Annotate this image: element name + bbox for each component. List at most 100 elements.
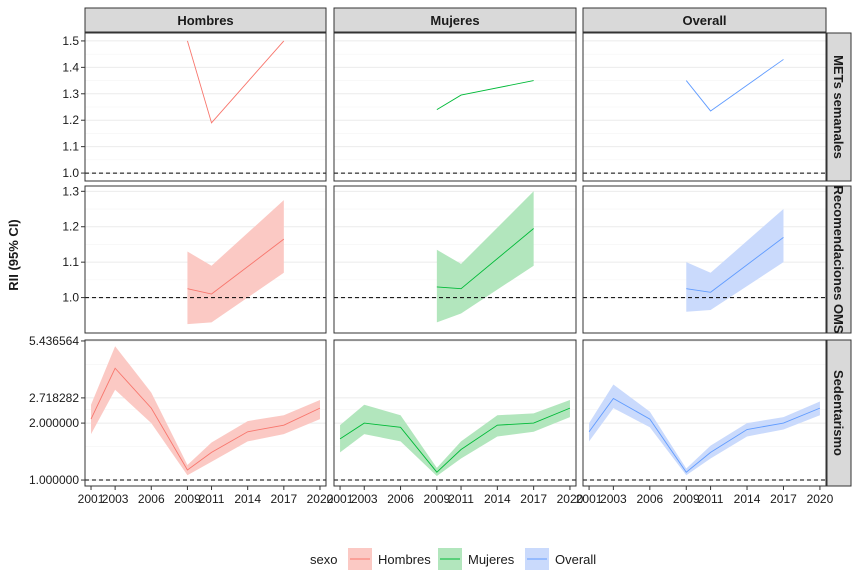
x-tick-label: 2006 [387, 492, 414, 506]
series-line [90, 367, 321, 471]
legend-label-hombres: Hombres [378, 552, 431, 567]
panels: Hombres Mujeres Overall METs semanales 1.0 1.… [29, 7, 852, 506]
y-tick-label: 2.000000 [29, 416, 79, 430]
row-strip-label: Sedentarismo [831, 370, 846, 456]
panel-border [333, 185, 577, 334]
series-hombres [186, 40, 285, 124]
series-mujeres [436, 80, 534, 111]
series-line [588, 397, 821, 473]
series-mujeres [436, 191, 534, 323]
x-tick-label: 2003 [351, 492, 378, 506]
y-tick-label: 1.1 [62, 255, 79, 269]
y-tick-label: 1.000000 [29, 473, 79, 487]
x-tick-label: 2011 [448, 492, 474, 506]
y-tick-label: 1.5 [62, 34, 79, 48]
ci-ribbon [187, 200, 284, 325]
panel-hombres [84, 185, 327, 334]
x-tick-label: 2017 [520, 492, 547, 506]
y-tick-label: 1.2 [62, 220, 79, 234]
x-tick-label: 2001 [327, 492, 354, 506]
x-tick-label: 2017 [770, 492, 797, 506]
panel-border [333, 339, 577, 487]
panel-border [84, 32, 327, 182]
series-overall [588, 384, 821, 476]
panel-background [583, 340, 826, 486]
series-line [186, 40, 285, 124]
x-tick-label: 2009 [174, 492, 201, 506]
panel-hombres [84, 32, 327, 182]
panel-border [84, 339, 327, 487]
x-tick-label: 2020 [807, 492, 834, 506]
x-tick-label: 2020 [307, 492, 334, 506]
panel-border [582, 32, 827, 182]
panel-hombres [84, 339, 327, 487]
ci-ribbon [340, 399, 570, 477]
legend-label-mujeres: Mujeres [468, 552, 515, 567]
row-strip [826, 339, 852, 487]
strip-mujeres [333, 7, 577, 33]
panel-mujeres [333, 32, 577, 182]
panel-mujeres [333, 339, 577, 487]
row-strip [826, 185, 852, 334]
y-tick-label: 1.4 [62, 60, 79, 74]
panel-background [583, 186, 826, 333]
row-strip-label: METs semanales [831, 55, 846, 159]
x-tick-label: 2001 [576, 492, 603, 506]
y-tick-label: 1.0 [62, 166, 79, 180]
panel-mujeres [333, 185, 577, 334]
y-tick-label: 1.2 [62, 113, 79, 127]
x-tick-label: 2006 [636, 492, 663, 506]
x-tick-label: 2011 [199, 492, 225, 506]
row-strip [826, 32, 852, 182]
x-tick-label: 2014 [484, 492, 511, 506]
y-axis-title: RII (95% CI) [6, 219, 21, 291]
series-line [686, 237, 784, 293]
strip-label-overall: Overall [682, 13, 726, 28]
x-tick-label: 2001 [78, 492, 105, 506]
y-tick-label: 1.3 [62, 184, 79, 198]
x-tick-label: 2009 [673, 492, 700, 506]
series-line [436, 228, 534, 290]
series-line [685, 59, 784, 112]
y-tick-label: 1.0 [62, 291, 79, 305]
ci-ribbon [686, 209, 784, 312]
series-overall [686, 209, 784, 312]
x-tick-label: 2014 [734, 492, 761, 506]
legend-label-overall: Overall [555, 552, 596, 567]
x-tick-label: 2003 [600, 492, 627, 506]
legend: sexo Hombres Mujeres Overall [310, 548, 596, 570]
ci-ribbon [436, 191, 534, 323]
series-line [436, 80, 534, 111]
ci-ribbon [91, 346, 320, 476]
panel-border [333, 32, 577, 182]
panel-border [582, 185, 827, 334]
y-tick-label: 5.436564 [29, 334, 79, 348]
x-tick-label: 2006 [138, 492, 165, 506]
x-tick-label: 2017 [270, 492, 297, 506]
y-tick-label: 2.718282 [29, 391, 79, 405]
x-tick-label: 2020 [557, 492, 584, 506]
x-tick-label: 2009 [423, 492, 450, 506]
strip-label-mujeres: Mujeres [430, 13, 479, 28]
panel-overall [582, 185, 827, 334]
strip-overall [582, 7, 827, 33]
series-overall [685, 59, 784, 112]
series-hombres [90, 346, 321, 476]
panel-border [582, 339, 827, 487]
x-tick-label: 2003 [102, 492, 129, 506]
series-mujeres [339, 399, 571, 477]
x-tick-label: 2014 [234, 492, 261, 506]
row-strip-label: Recomendaciones OMS [831, 185, 846, 333]
strip-hombres [84, 7, 327, 33]
strip-label-hombres: Hombres [177, 13, 233, 28]
x-tick-label: 2011 [698, 492, 724, 506]
panel-border [84, 185, 327, 334]
series-line [187, 238, 285, 295]
series-line [339, 407, 571, 473]
series-hombres [187, 200, 285, 325]
y-tick-label: 1.1 [62, 140, 79, 154]
panel-overall [582, 32, 827, 182]
y-tick-label: 1.3 [62, 87, 79, 101]
panel-overall [582, 339, 827, 487]
